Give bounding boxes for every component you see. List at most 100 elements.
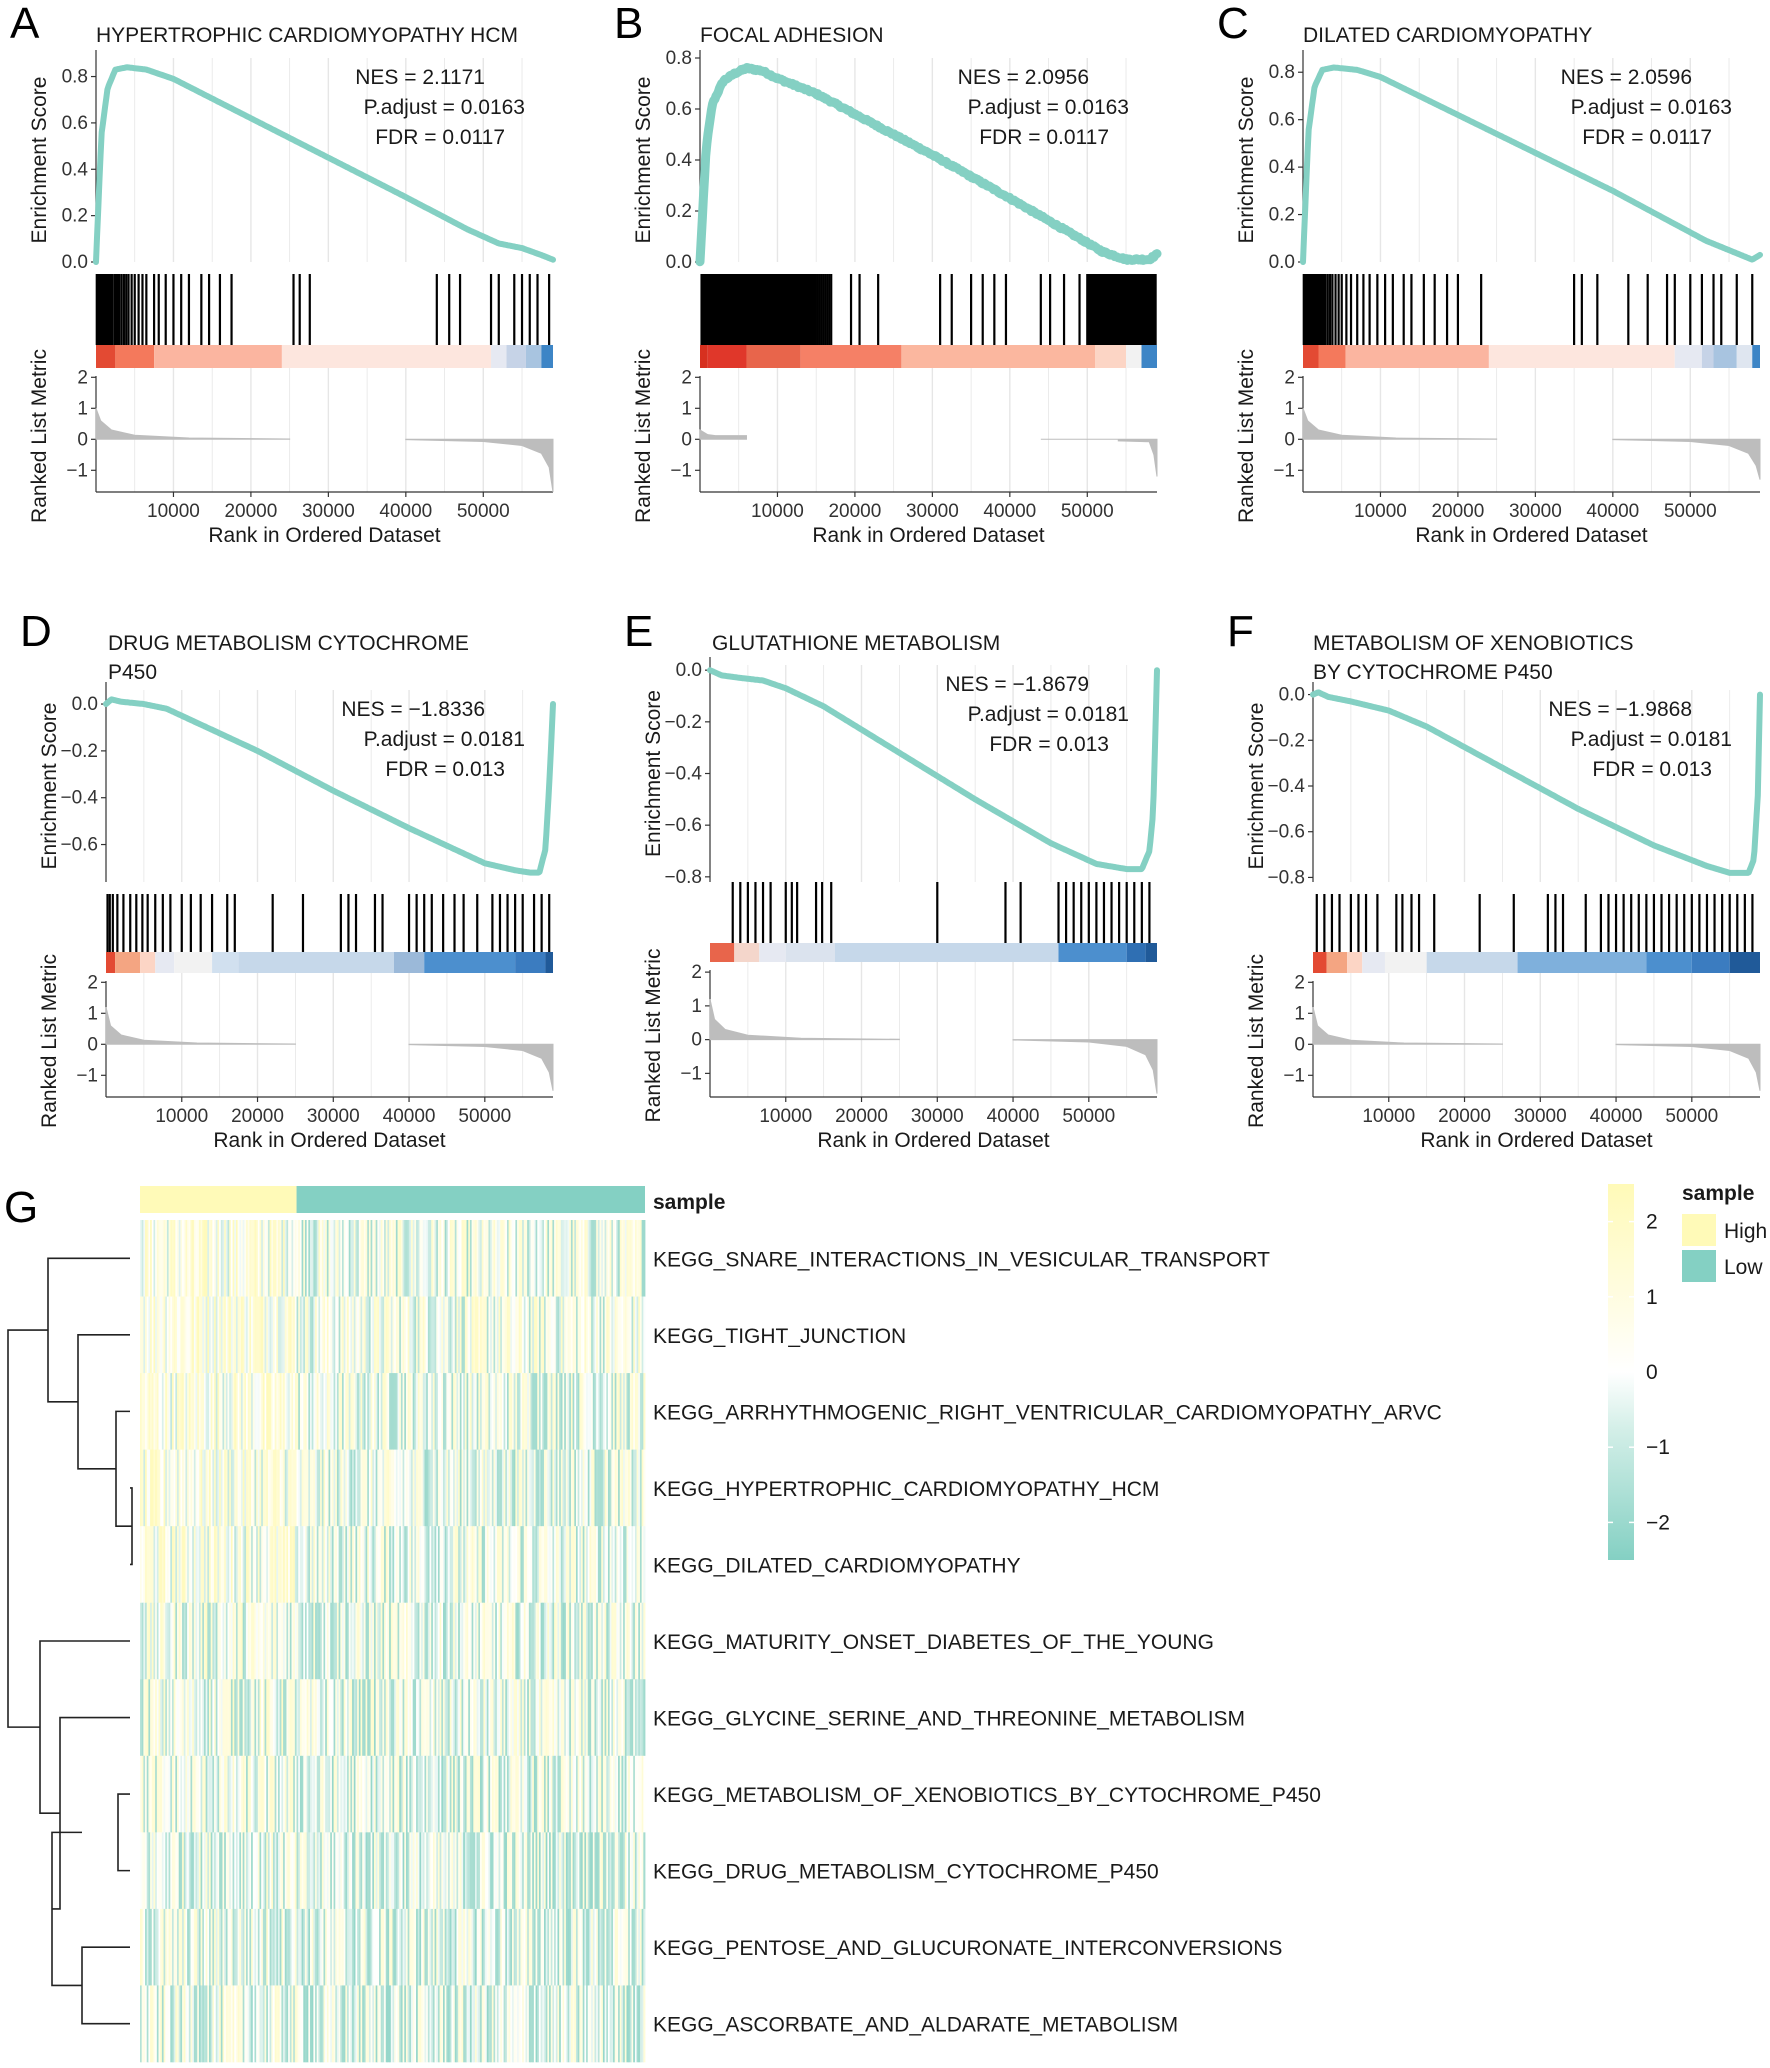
heatmap-cell xyxy=(271,1296,274,1374)
heatmap-cell xyxy=(389,1602,392,1680)
heatmap-cell xyxy=(315,1755,318,1833)
heatmap-cell xyxy=(387,1526,390,1604)
heatmap-cell xyxy=(256,1296,259,1374)
heatmap-cell xyxy=(616,1679,619,1757)
heatmap-cell xyxy=(390,1220,393,1297)
heatmap-cell xyxy=(262,1985,265,2063)
heatmap-cell xyxy=(602,1832,605,1910)
heatmap-cell xyxy=(345,1755,348,1833)
heatmap-cell xyxy=(569,1526,572,1604)
heatmap-cell xyxy=(577,1220,580,1297)
heatmap-cell xyxy=(347,1755,350,1833)
heatmap-cell xyxy=(304,1220,308,1297)
heatmap-cell xyxy=(373,1526,377,1604)
heatmap-cell xyxy=(515,1526,518,1604)
heatmap-cell xyxy=(242,1373,245,1450)
heatmap-cell xyxy=(545,1679,548,1757)
heatmap-cell xyxy=(379,1526,382,1604)
heatmap-cell xyxy=(554,1526,557,1604)
heatmap-cell xyxy=(313,1755,316,1833)
heatmap-cell xyxy=(557,1220,560,1297)
heatmap-cell xyxy=(190,1373,193,1450)
heatmap-cell xyxy=(552,1832,555,1910)
heatmap-cell xyxy=(584,1602,587,1680)
heatmap-cell xyxy=(501,1526,504,1604)
heatmap-cell xyxy=(609,1755,612,1833)
heatmap-cell xyxy=(574,1449,577,1527)
heatmap-cell xyxy=(177,1220,180,1297)
x-tick-label: 10000 xyxy=(147,501,200,522)
heatmap-cell xyxy=(587,1602,590,1680)
heatmap-cell xyxy=(175,1832,178,1910)
heatmap-cell xyxy=(422,1373,425,1450)
heatmap-cell xyxy=(375,1679,378,1757)
heatmap-cell xyxy=(517,1373,520,1450)
heatmap-cell xyxy=(575,1755,579,1833)
heatmap-cell xyxy=(510,1602,513,1680)
heatmap-cell xyxy=(161,1296,164,1374)
heatmap-cell xyxy=(200,1526,203,1604)
heatmap-cell xyxy=(357,1526,360,1604)
heatmap-cell xyxy=(261,1373,264,1450)
heatmap-cell xyxy=(163,1679,166,1757)
heatmap-cell xyxy=(419,1755,422,1833)
heatmap-cell xyxy=(547,1449,550,1527)
heatmap-cell xyxy=(151,1832,154,1910)
heatmap-cell xyxy=(296,1679,299,1757)
heatmap-cell xyxy=(308,1832,311,1910)
x-axis-title: Rank in Ordered Dataset xyxy=(812,524,1044,547)
heatmap-cell xyxy=(448,1908,451,1986)
heatmap-cell xyxy=(426,1755,429,1833)
heatmap-cell xyxy=(269,1908,272,1986)
heatmap-cell xyxy=(328,1373,331,1450)
heatmap-cell xyxy=(591,1373,594,1450)
heatmap-cell xyxy=(613,1373,616,1450)
heatmap-cell xyxy=(404,1220,407,1297)
heatmap-cell xyxy=(266,1220,269,1297)
heatmap-cell xyxy=(411,1679,414,1757)
heatmap-cell xyxy=(407,1449,410,1527)
heatmap-cell xyxy=(488,1679,491,1757)
heatmap-cell xyxy=(565,1679,568,1757)
heatmap-cell xyxy=(400,1526,403,1604)
heatmap-cell xyxy=(422,1755,425,1833)
heatmap-cell xyxy=(230,1832,233,1910)
heatmap-cell xyxy=(505,1832,508,1910)
heatmap-cell xyxy=(565,1526,568,1604)
heatmap-cell xyxy=(182,1602,185,1680)
heatmap-cell xyxy=(220,1526,223,1604)
heatmap-cell xyxy=(274,1449,277,1527)
heatmap-cell xyxy=(151,1602,154,1680)
heatmap-cell xyxy=(392,1755,395,1833)
heatmap-cell xyxy=(444,1679,447,1757)
heatmap-cell xyxy=(355,1296,358,1374)
heatmap-cell xyxy=(491,1296,494,1374)
heatmap-cell xyxy=(533,1679,536,1757)
heatmap-cell xyxy=(624,1296,627,1374)
heatmap-cell xyxy=(188,1602,191,1680)
heatmap-cell xyxy=(352,1449,355,1527)
heatmap-cell xyxy=(577,1373,580,1450)
heatmap-cell xyxy=(574,1296,577,1374)
heatmap-cell xyxy=(293,1602,296,1680)
heatmap-cell xyxy=(168,1679,171,1757)
y-tick-label: 0.0 xyxy=(676,660,702,681)
heatmap-cell xyxy=(244,1449,247,1527)
heatmap-cell xyxy=(262,1220,265,1297)
heatmap-cell xyxy=(205,1832,208,1910)
heatmap-cell xyxy=(229,1985,232,2063)
heatmap-cell xyxy=(380,1908,383,1986)
heatmap-cell xyxy=(505,1985,508,2063)
heatmap-cell xyxy=(619,1296,622,1374)
heatmap-cell xyxy=(256,1602,259,1680)
heatmap-cell xyxy=(629,1832,632,1910)
heatmap-cell xyxy=(473,1908,476,1986)
heatmap-cell xyxy=(414,1908,417,1986)
heatmap-cell xyxy=(597,1449,600,1527)
heatmap-cell xyxy=(607,1755,611,1833)
heatmap-cell xyxy=(379,1908,382,1986)
heatmap-cell xyxy=(390,1755,393,1833)
x-tick-label: 50000 xyxy=(458,1106,511,1127)
heatmap-cell xyxy=(328,1602,331,1680)
heatmap-cell xyxy=(517,1679,520,1757)
